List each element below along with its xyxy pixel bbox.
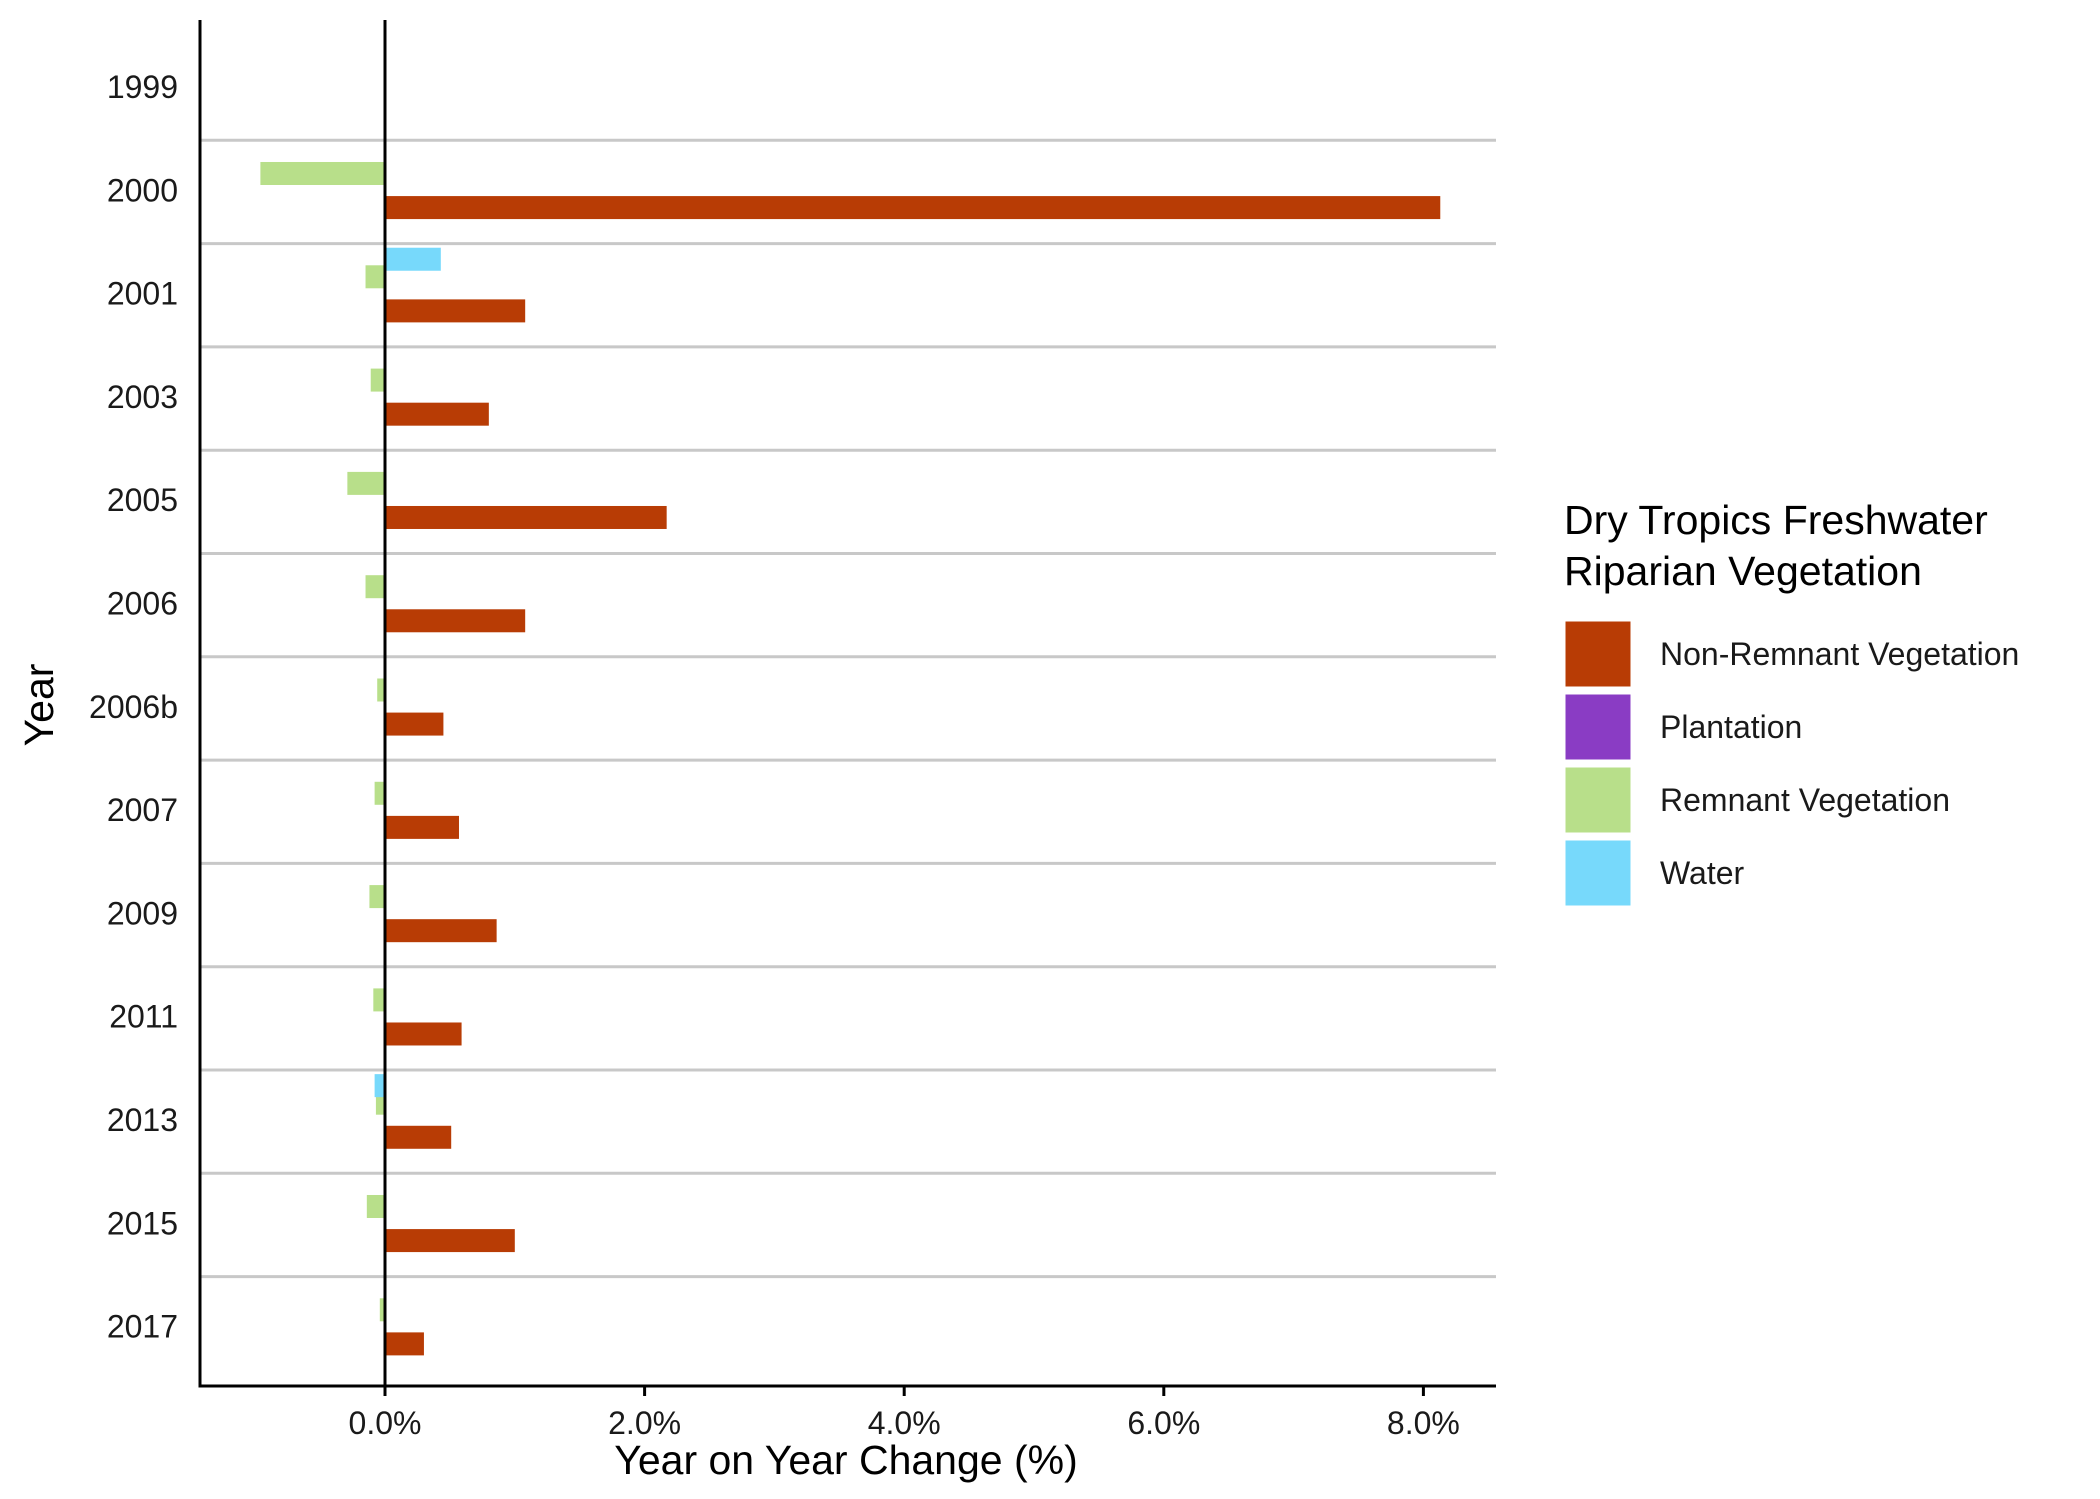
bar-non-remnant-vegetation-2003 [385, 402, 489, 426]
bar-non-remnant-vegetation-2006b [385, 712, 444, 736]
bar-water-2013 [374, 1074, 385, 1098]
y-tick-label-2017: 2017 [107, 1309, 178, 1345]
x-tick-label: 2.0% [608, 1405, 681, 1441]
bar-remnant-vegetation-2009 [369, 885, 385, 909]
y-tick-label-2011: 2011 [109, 999, 178, 1035]
bar-non-remnant-vegetation-2011 [385, 1022, 462, 1046]
y-tick-label-2009: 2009 [107, 895, 178, 931]
y-tick-label-1999: 1999 [107, 69, 178, 105]
y-tick-label-2013: 2013 [107, 1102, 178, 1138]
legend-key-remnant-vegetation [1562, 764, 1634, 836]
bar-non-remnant-vegetation-2001 [385, 299, 526, 323]
legend-title-line-2: Riparian Vegetation [1564, 548, 1922, 594]
legend-title-line-1: Dry Tropics Freshwater [1564, 497, 1988, 543]
legend-key-non-remnant-vegetation [1562, 618, 1634, 690]
legend-label-non-remnant-vegetation: Non-Remnant Vegetation [1660, 636, 2019, 672]
bar-remnant-vegetation-2006b [377, 678, 385, 702]
x-tick-label: 4.0% [868, 1405, 941, 1441]
legend: Dry Tropics Freshwater Riparian Vegetati… [1562, 497, 2019, 909]
axes [198, 20, 1496, 1388]
y-tick-label-2015: 2015 [107, 1205, 178, 1241]
bar-remnant-vegetation-2015 [366, 1194, 385, 1218]
bar-remnant-vegetation-2005 [347, 471, 385, 495]
y-tick-label-2000: 2000 [107, 172, 178, 208]
bar-remnant-vegetation-2003 [370, 368, 385, 392]
bars [260, 161, 1441, 1356]
x-axis-title: Year on Year Change (%) [614, 1437, 1078, 1483]
bar-non-remnant-vegetation-2013 [385, 1125, 452, 1149]
bar-remnant-vegetation-2011 [373, 988, 385, 1012]
bar-remnant-vegetation-2013 [375, 1091, 385, 1115]
bar-remnant-vegetation-2006 [365, 575, 385, 599]
x-tick-label: 0.0% [349, 1405, 422, 1441]
y-tick-labels: 1999 2000 2001 2003 2005 2006 2006b 2007 2009 201… [89, 69, 178, 1345]
legend-key-plantation [1562, 691, 1634, 763]
bar-remnant-vegetation-2007 [374, 781, 385, 805]
bar-remnant-vegetation-2000 [260, 161, 385, 185]
x-ticks: 0.0% 2.0% 4.0% 6.0% 8.0% [349, 1386, 1460, 1441]
y-axis-title: Year [16, 664, 62, 747]
legend-label-plantation: Plantation [1660, 709, 1802, 745]
y-tick-label-2007: 2007 [107, 792, 178, 828]
y-tick-label-2006: 2006 [107, 586, 178, 622]
bar-non-remnant-vegetation-2000 [385, 196, 1441, 220]
legend-items: Non-Remnant Vegetation Plantation Remnant … [1562, 618, 2019, 909]
y-tick-label-2006b: 2006b [89, 689, 178, 725]
bar-remnant-vegetation-2001 [365, 265, 385, 289]
y-tick-label-2005: 2005 [107, 482, 178, 518]
legend-label-water: Water [1660, 855, 1745, 891]
bar-non-remnant-vegetation-2006 [385, 609, 526, 633]
bar-non-remnant-vegetation-2009 [385, 919, 497, 943]
legend-key-water [1562, 837, 1634, 909]
x-tick-label: 6.0% [1127, 1405, 1200, 1441]
bar-non-remnant-vegetation-2005 [385, 505, 667, 529]
bar-water-2001 [385, 247, 441, 271]
bar-non-remnant-vegetation-2017 [385, 1332, 424, 1356]
x-tick-label: 8.0% [1387, 1405, 1460, 1441]
bar-remnant-vegetation-2017 [379, 1298, 385, 1322]
bar-non-remnant-vegetation-2015 [385, 1229, 515, 1253]
bar-non-remnant-vegetation-2007 [385, 815, 459, 839]
legend-label-remnant-vegetation: Remnant Vegetation [1660, 782, 1950, 818]
y-tick-label-2001: 2001 [107, 276, 178, 312]
y-tick-label-2003: 2003 [107, 379, 178, 415]
category-separators [200, 138, 1496, 1279]
